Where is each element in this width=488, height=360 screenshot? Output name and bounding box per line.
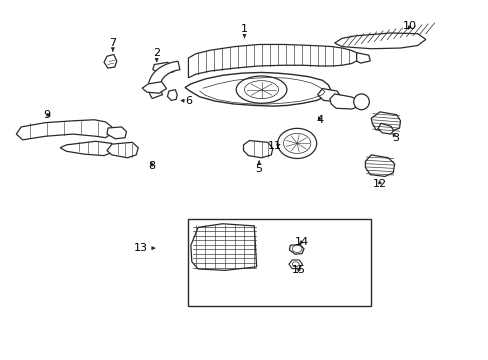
Text: 5: 5 — [255, 161, 262, 174]
Text: 8: 8 — [148, 161, 155, 171]
Polygon shape — [167, 90, 177, 100]
Text: 1: 1 — [241, 24, 247, 37]
Polygon shape — [377, 123, 393, 134]
Polygon shape — [107, 127, 126, 139]
Polygon shape — [370, 112, 400, 132]
Ellipse shape — [292, 262, 299, 267]
Ellipse shape — [244, 81, 278, 99]
Polygon shape — [288, 260, 302, 269]
Text: 14: 14 — [294, 237, 308, 247]
Polygon shape — [16, 120, 113, 140]
Ellipse shape — [283, 134, 310, 153]
Ellipse shape — [353, 94, 368, 110]
Bar — [188, 219, 370, 306]
Polygon shape — [107, 142, 138, 158]
Text: 11: 11 — [267, 141, 281, 151]
Polygon shape — [190, 224, 256, 270]
Ellipse shape — [277, 129, 316, 158]
Polygon shape — [188, 44, 356, 78]
Text: 15: 15 — [291, 265, 305, 275]
Polygon shape — [334, 33, 425, 49]
Polygon shape — [104, 54, 117, 68]
Polygon shape — [329, 94, 361, 109]
Text: 6: 6 — [181, 96, 191, 106]
Polygon shape — [243, 140, 272, 158]
Polygon shape — [289, 244, 304, 254]
Text: 13: 13 — [134, 243, 154, 253]
Text: 10: 10 — [403, 21, 416, 31]
Text: 2: 2 — [153, 48, 160, 61]
Ellipse shape — [292, 245, 302, 252]
Text: 12: 12 — [372, 179, 386, 189]
Polygon shape — [317, 89, 340, 102]
Polygon shape — [356, 53, 369, 63]
Polygon shape — [142, 82, 166, 93]
Polygon shape — [153, 62, 175, 74]
Polygon shape — [60, 141, 113, 156]
Ellipse shape — [236, 76, 286, 103]
Text: 7: 7 — [109, 38, 116, 51]
Text: 4: 4 — [316, 115, 323, 125]
Polygon shape — [365, 155, 394, 176]
Text: 9: 9 — [43, 110, 50, 120]
Text: 3: 3 — [391, 133, 398, 143]
Polygon shape — [148, 61, 180, 99]
Polygon shape — [184, 72, 330, 106]
